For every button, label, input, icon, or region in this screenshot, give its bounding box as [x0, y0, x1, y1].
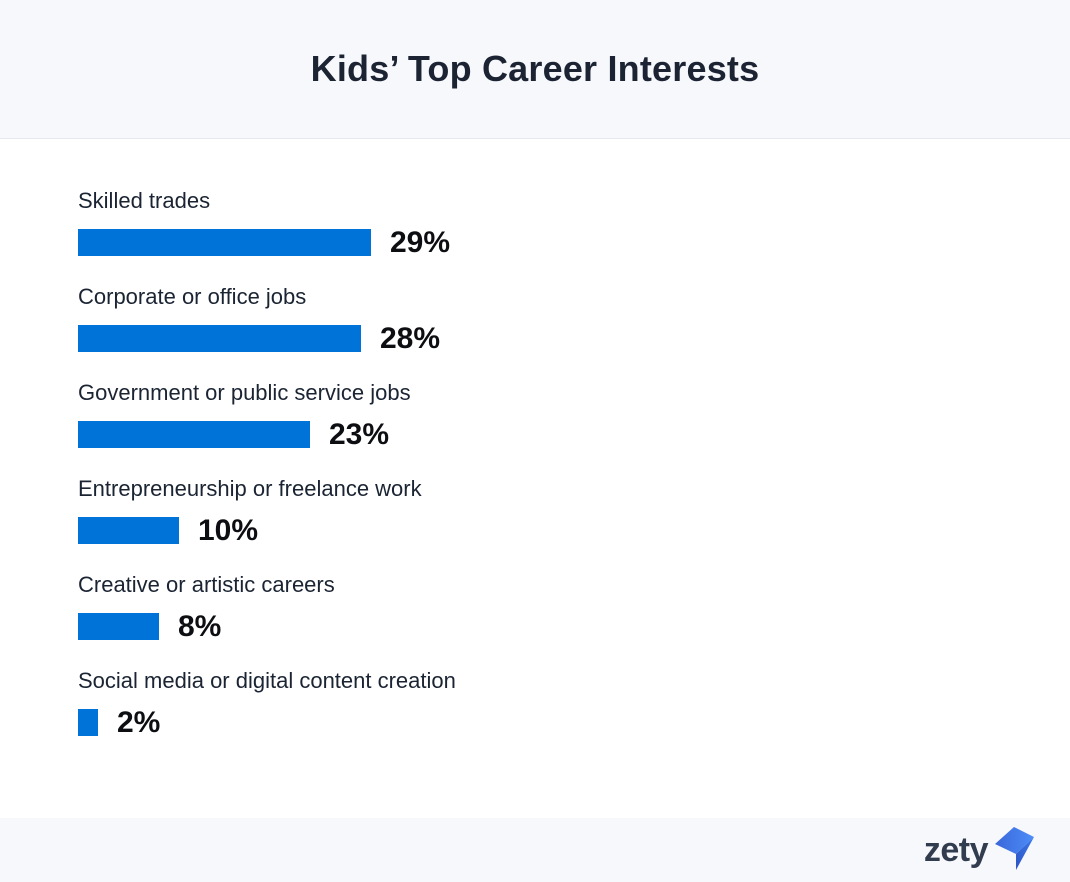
bar-label: Social media or digital content creation: [78, 668, 456, 693]
bar-value: 29%: [390, 225, 451, 259]
bar-line: 29%: [78, 226, 1030, 259]
bar: [78, 517, 179, 544]
chart-area: Skilled trades 29% Corporate or office job…: [0, 139, 1070, 818]
chart-title: Kids’ Top Career Interests: [310, 48, 760, 89]
bar: [78, 229, 371, 256]
bar-label: Creative or artistic careers: [78, 572, 335, 597]
footer: zety: [0, 818, 1070, 882]
chart-header: Kids’ Top Career Interests: [0, 0, 1070, 139]
bar-label: Government or public service jobs: [78, 380, 411, 405]
bar-row: Corporate or office jobs 28%: [78, 284, 1030, 355]
bar: [78, 325, 361, 352]
bar-row: Government or public service jobs 23%: [78, 380, 1030, 451]
bar: [78, 613, 159, 640]
bar-row: Creative or artistic careers 8%: [78, 572, 1030, 643]
bar-line: 2%: [78, 706, 1030, 739]
zety-flag-icon: [995, 826, 1034, 870]
bar-label: Entrepreneurship or freelance work: [78, 476, 422, 501]
bar-line: 10%: [78, 514, 1030, 547]
bar-value: 28%: [380, 321, 441, 355]
bar-row: Social media or digital content creation…: [78, 668, 1030, 739]
bar: [78, 421, 310, 448]
bar-rows: Skilled trades 29% Corporate or office job…: [78, 188, 1030, 739]
bar-value: 2%: [117, 705, 161, 739]
bar-line: 28%: [78, 322, 1030, 355]
bar-value: 23%: [329, 417, 390, 451]
bar: [78, 709, 98, 736]
bar-row: Skilled trades 29%: [78, 188, 1030, 259]
zety-logo-text: zety: [923, 830, 989, 869]
bar-label: Corporate or office jobs: [78, 284, 307, 309]
bar-line: 23%: [78, 418, 1030, 451]
bar-row: Entrepreneurship or freelance work 10%: [78, 476, 1030, 547]
bar-line: 8%: [78, 610, 1030, 643]
bar-label: Skilled trades: [78, 188, 211, 213]
bar-value: 8%: [178, 609, 222, 643]
bar-value: 10%: [198, 513, 259, 547]
zety-logo: zety: [923, 826, 1036, 873]
